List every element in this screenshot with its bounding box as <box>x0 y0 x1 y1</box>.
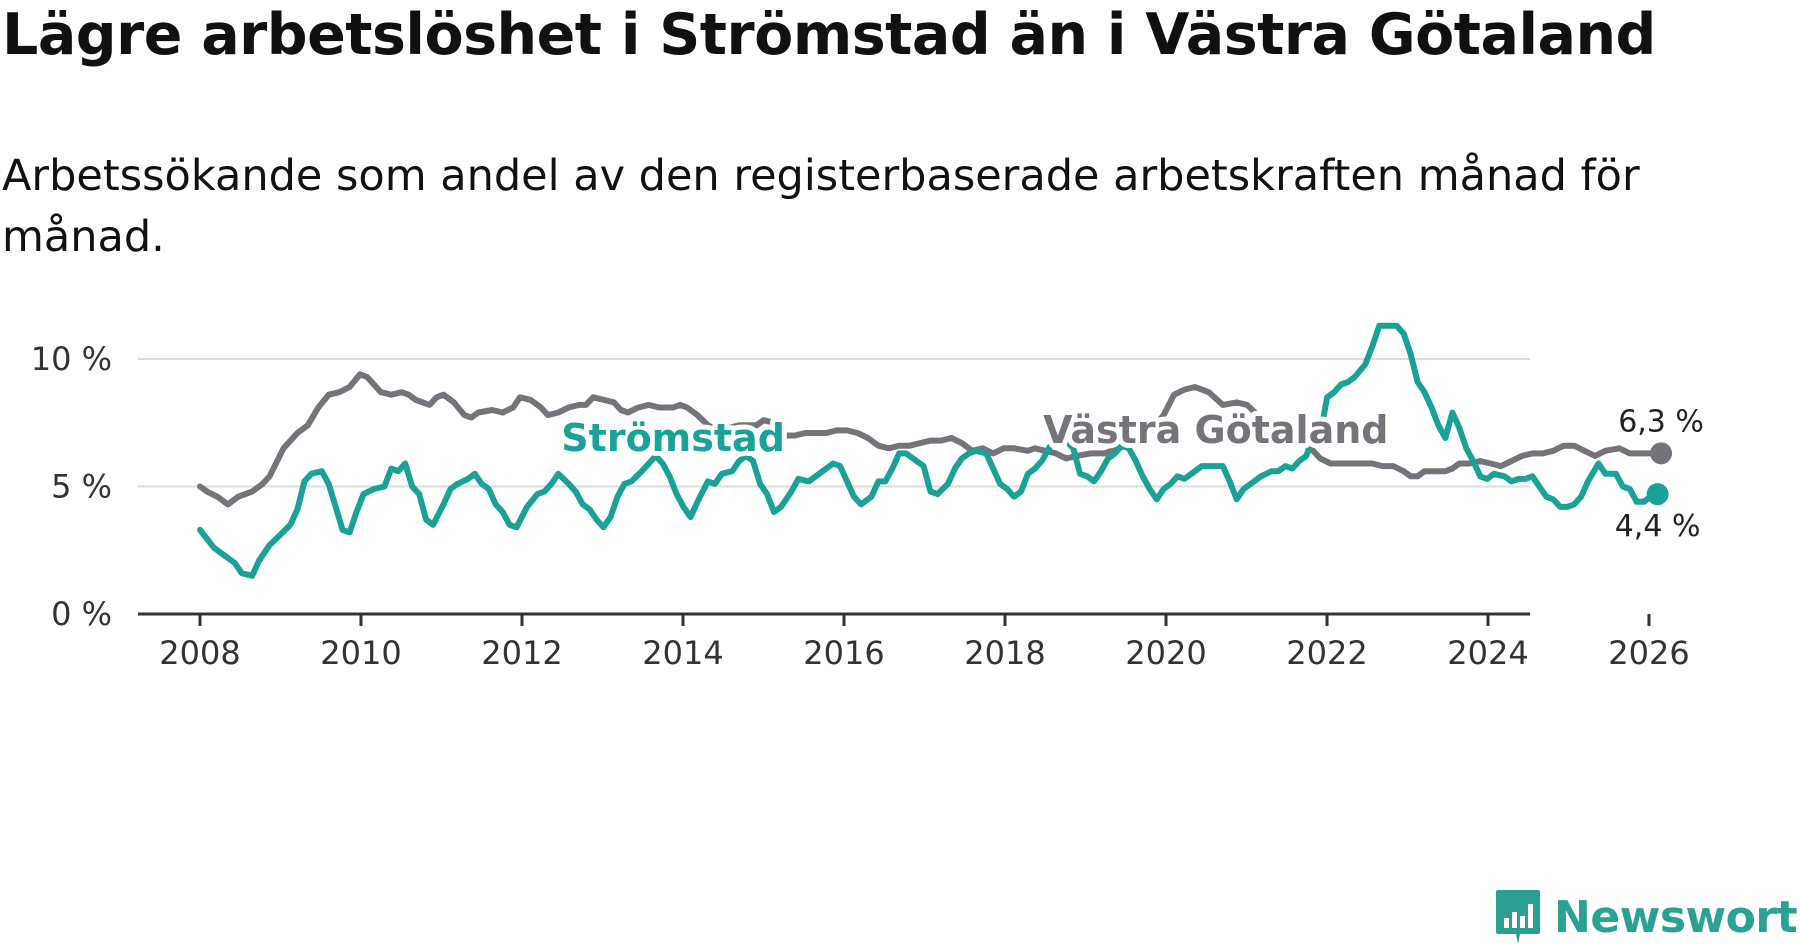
x-tick-label: 2014 <box>642 634 723 672</box>
y-tick-label: 5 % <box>51 468 112 506</box>
end-value-label: 6,3 % <box>1618 404 1704 439</box>
line-layer <box>197 322 1673 579</box>
grid-layer <box>138 358 1530 488</box>
end-value-label: 4,4 % <box>1615 509 1701 544</box>
newsworthy-logo-icon <box>1496 890 1540 944</box>
x-tick-label: 2010 <box>320 634 401 672</box>
chart-subtitle: Arbetssökande som andel av den registerb… <box>2 151 1640 262</box>
brand-name: Newsworthy <box>1554 891 1800 943</box>
y-tick-label: 10 % <box>31 340 112 378</box>
newsworthy-logo[interactable]: Newsworthy <box>1494 888 1800 946</box>
label-layer: 6,3 % 4,4 % Strömstad Västra Götaland <box>556 403 1704 544</box>
x-tick-label: 2018 <box>964 634 1045 672</box>
series-line-stromstad <box>197 322 1661 579</box>
series-end-point <box>1650 442 1673 465</box>
series-label: Västra Götaland <box>1043 408 1388 452</box>
chart-title: Lägre arbetslöshet i Strömstad än i Väst… <box>2 2 1656 68</box>
x-tick-label: 2012 <box>481 634 562 672</box>
x-tick-label: 2020 <box>1125 634 1206 672</box>
x-tick-label: 2024 <box>1447 634 1528 672</box>
series-line-vastra-gotaland <box>197 371 1665 508</box>
x-tick-label: 2026 <box>1608 634 1689 672</box>
x-tick-label: 2016 <box>803 634 884 672</box>
axis-layer: 0 % 5 % 10 % 2008 2010 2012 2014 2016 2018 2020 20… <box>31 340 1690 672</box>
series-end-point <box>1646 483 1669 506</box>
y-tick-label: 0 % <box>51 595 112 633</box>
x-tick-label: 2022 <box>1286 634 1367 672</box>
series-label: Strömstad <box>561 416 785 460</box>
x-tick-label: 2008 <box>159 634 240 672</box>
